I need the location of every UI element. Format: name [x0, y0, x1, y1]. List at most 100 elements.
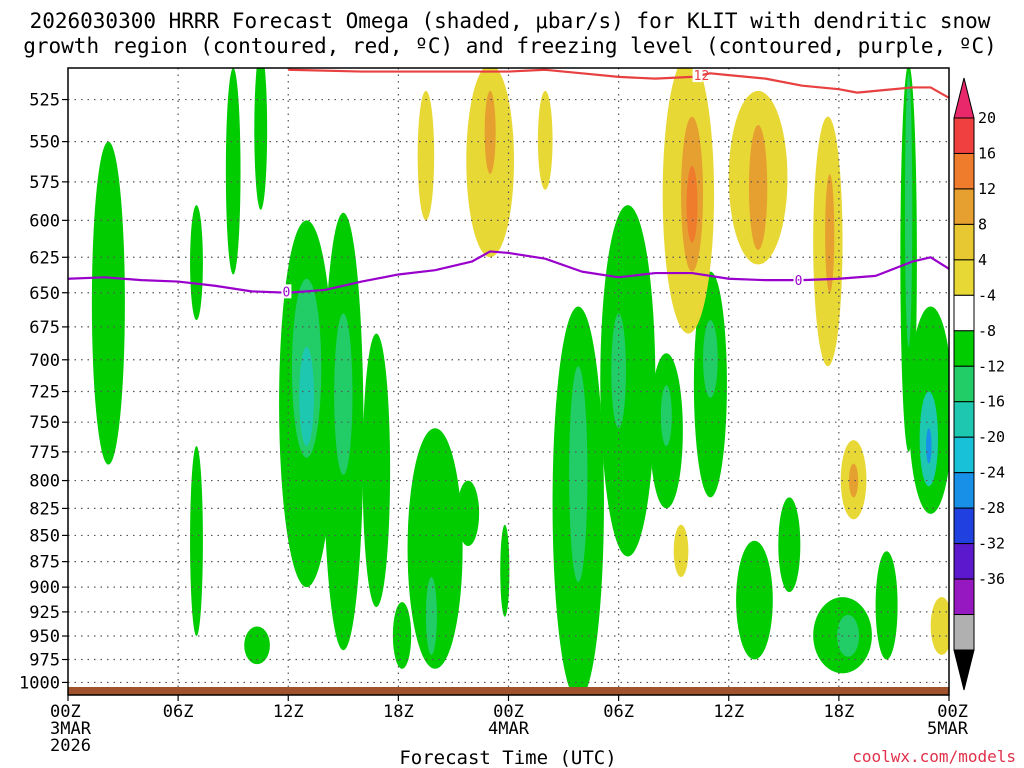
colorbar-label--8: -8 — [978, 322, 996, 340]
colorbar-segment-9 — [953, 436, 975, 474]
grid-lines — [68, 68, 949, 695]
x-tick-label-48-1: 5MAR — [927, 719, 969, 739]
y-tick-label-650: 650 — [29, 284, 60, 304]
omega-region-rise_weak-15 — [392, 602, 412, 669]
omega-region-sink_mod-37 — [484, 90, 496, 174]
omega-region-sink_str-41 — [686, 165, 698, 243]
colorbar-label-12: 12 — [978, 180, 996, 198]
omega-region-rise_weak-25 — [736, 540, 773, 660]
colorbar-label--28: -28 — [978, 499, 1005, 517]
omega-region-rise_weak-4 — [254, 68, 268, 210]
omega-region-rise_mod-20 — [611, 313, 626, 429]
omega-region-rise_weak-3 — [225, 68, 241, 275]
freezing-level-line-label-bg-0 — [281, 284, 292, 299]
x-tick-label-6-0: 06Z — [163, 702, 194, 722]
omega-region-rise_mod-31 — [904, 73, 913, 347]
omega-region-rise_weak-2 — [190, 446, 203, 637]
colorbar-label--4: -4 — [978, 286, 996, 304]
omega-region-sink_mod-45 — [825, 173, 835, 293]
omega-region-rise_mod-13 — [425, 577, 437, 655]
colorbar-label-16: 16 — [978, 144, 996, 162]
colorbar-segment-1 — [953, 152, 975, 190]
x-tick-label-30-0: 06Z — [603, 702, 634, 722]
omega-region-sink_mod-43 — [748, 125, 768, 251]
omega-region-rise_weak-26 — [778, 497, 801, 593]
colorbar-segment-14 — [953, 614, 975, 651]
omega-region-sink_weak-35 — [417, 90, 435, 221]
y-tick-label-925: 925 — [29, 603, 60, 623]
omega-region-sink_weak-48 — [673, 524, 689, 578]
freezing-level-line-label-bg-1 — [793, 273, 804, 288]
omega-region-rise_weak-12 — [407, 428, 463, 669]
colorbar-label-4: 4 — [978, 251, 987, 269]
colorbar-top-arrow — [953, 77, 975, 119]
x-tick-label-0-0: 00Z — [50, 702, 81, 722]
x-tick-label-48-0: 00Z — [937, 702, 968, 722]
omega-region-sink_mod-47 — [848, 463, 859, 498]
omega-region-rise_mod-18 — [569, 366, 588, 583]
omega-region-rise_max-34 — [926, 428, 932, 464]
y-tick-label-975: 975 — [29, 651, 60, 671]
x-tick-label-42-0: 18Z — [824, 702, 855, 722]
y-tick-label-525: 525 — [29, 91, 60, 111]
omega-region-rise_mod-10 — [334, 313, 353, 475]
y-tick-label-850: 850 — [29, 526, 60, 546]
chart-title-line2: growth region (contoured, red, ºC) and f… — [23, 34, 997, 58]
y-tick-label-700: 700 — [29, 351, 60, 371]
x-tick-label-36-0: 12Z — [713, 702, 744, 722]
omega-region-rise_str-8 — [299, 346, 314, 447]
colorbar-segment-13 — [953, 578, 975, 616]
site-credit: coolwx.com/models — [852, 747, 1016, 766]
y-tick-label-600: 600 — [29, 211, 60, 231]
colorbar: 20 16 12 8 4 -4 -8 -12 -16 -20 -24 -28 -32 -36 — [953, 77, 1005, 691]
freezing-level-line-label-0: 0 — [283, 285, 291, 300]
omega-region-rise_weak-0 — [91, 141, 125, 465]
x-tick-label-24-0: 00Z — [493, 702, 524, 722]
colorbar-segment-8 — [953, 401, 975, 438]
omega-region-rise_weak-11 — [362, 333, 391, 607]
freezing-level-line-label-1: 0 — [795, 274, 803, 289]
colorbar-label-20: 20 — [978, 109, 996, 127]
colorbar-segment-7 — [953, 365, 975, 403]
y-tick-label-675: 675 — [29, 318, 60, 338]
omega-region-rise_weak-29 — [875, 551, 898, 660]
omega-region-sink_weak-38 — [537, 90, 553, 190]
colorbar-label-8: 8 — [978, 215, 987, 233]
colorbar-label--32: -32 — [978, 535, 1005, 553]
x-tick-label-18-0: 18Z — [383, 702, 414, 722]
y-tick-label-875: 875 — [29, 553, 60, 573]
omega-region-rise_weak-16 — [500, 524, 510, 617]
dgz-contour-line-label-0: -12 — [686, 69, 709, 84]
dgz-contour-line-label-bg-0 — [692, 68, 703, 83]
colorbar-segment-2 — [953, 188, 975, 225]
x-axis-label: Forecast Time (UTC) — [399, 747, 616, 768]
colorbar-segment-11 — [953, 507, 975, 545]
omega-region-rise_weak-14 — [457, 480, 480, 546]
dgz-contour-line — [288, 68, 949, 99]
colorbar-label--20: -20 — [978, 428, 1005, 446]
omega-region-rise_mod-24 — [703, 320, 718, 398]
y-tick-label-775: 775 — [29, 443, 60, 463]
y-tick-label-900: 900 — [29, 578, 60, 598]
y-tick-label-950: 950 — [29, 627, 60, 647]
colorbar-segment-5 — [953, 294, 975, 332]
x-tick-label-0-2: 2026 — [50, 736, 91, 756]
colorbar-bottom-arrow — [953, 649, 975, 691]
colorbar-segment-6 — [953, 330, 975, 367]
omega-region-rise_weak-5 — [244, 626, 270, 665]
colorbar-segment-4 — [953, 259, 975, 296]
colorbar-label--12: -12 — [978, 357, 1005, 375]
ground-surface-band — [68, 687, 949, 695]
colorbar-segment-10 — [953, 472, 975, 509]
y-axis-ticks: 525 550 575 600 625 650 675 700 725 750 775 800 825 8… — [19, 91, 68, 693]
y-tick-label-725: 725 — [29, 383, 60, 403]
colorbar-segment-0 — [953, 117, 975, 154]
freezing-level-line — [68, 250, 949, 294]
y-tick-label-550: 550 — [29, 133, 60, 153]
omega-region-rise_mod-22 — [660, 385, 672, 447]
x-tick-label-12-0: 12Z — [273, 702, 304, 722]
x-tick-label-0-1: 3MAR — [50, 719, 92, 739]
omega-shading — [91, 68, 949, 695]
